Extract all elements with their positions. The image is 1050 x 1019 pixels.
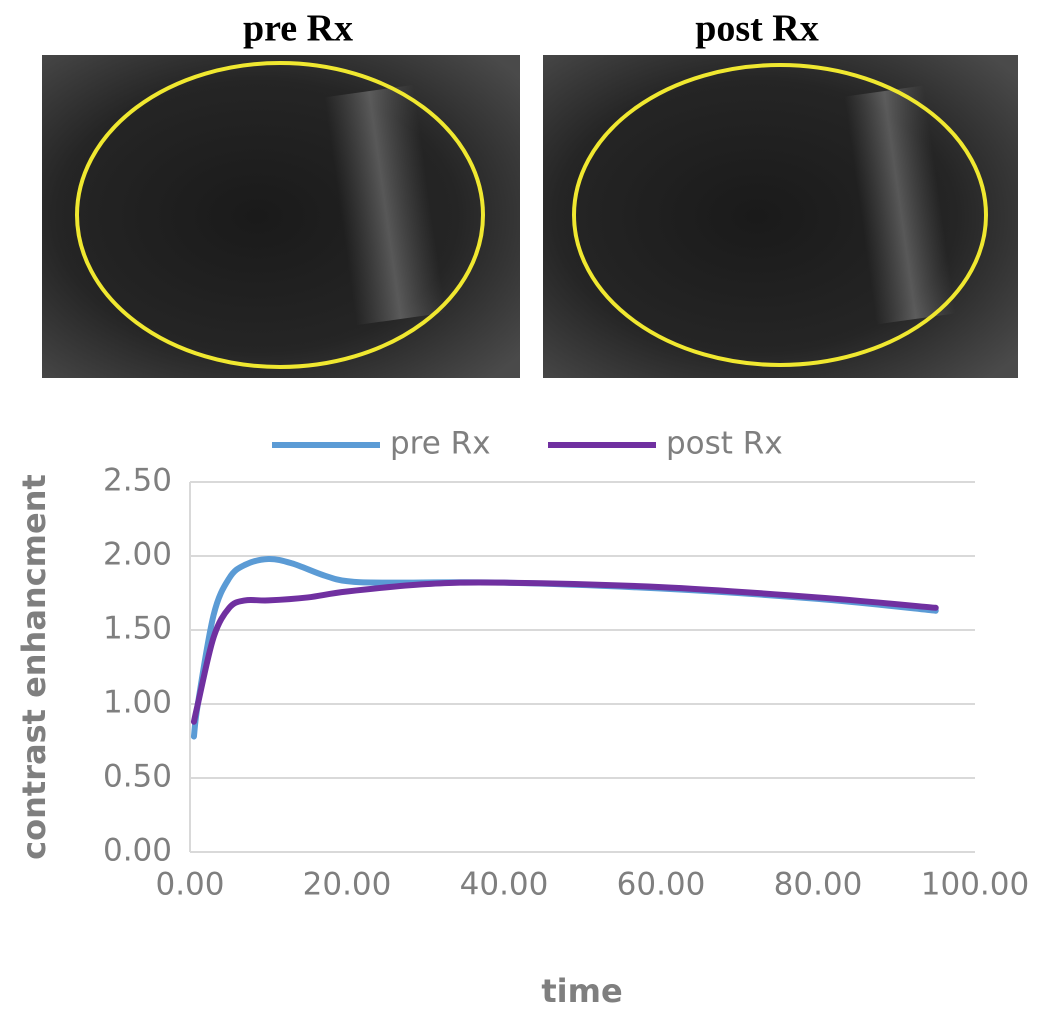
y-tick-label: 2.50 xyxy=(103,463,172,499)
x-tick-label: 60.00 xyxy=(617,867,706,903)
ultrasound-image xyxy=(42,55,520,378)
legend-label: post Rx xyxy=(666,426,783,462)
tissue-streak xyxy=(324,84,446,326)
x-axis-title: time xyxy=(541,972,622,1010)
x-tick-label: 40.00 xyxy=(460,867,549,903)
series-line xyxy=(190,579,939,725)
tissue-streak xyxy=(844,85,956,325)
x-tick-label: 100.00 xyxy=(921,867,1029,903)
chart: 0.00 0.50 1.00 1.50 2.00 2.50 0.00 20.00 40.00 60… xyxy=(15,426,1029,1011)
panel-title: post Rx xyxy=(695,8,819,50)
y-tick-label: 1.50 xyxy=(103,611,172,647)
ultrasound-image xyxy=(543,55,1018,378)
panel-title: pre Rx xyxy=(243,8,353,50)
image-panel: post Rx xyxy=(543,8,1018,378)
x-tick-label: 0.00 xyxy=(155,867,224,903)
y-tick-label: 0.00 xyxy=(103,833,172,869)
image-panel: pre Rx xyxy=(42,8,520,378)
y-tick-label: 0.50 xyxy=(103,759,172,795)
x-tick-label: 80.00 xyxy=(774,867,863,903)
y-tick-label: 2.00 xyxy=(103,537,172,573)
x-tick-label: 20.00 xyxy=(303,867,392,903)
roi-ellipse xyxy=(572,63,988,367)
roi-ellipse xyxy=(75,61,485,369)
legend-label: pre Rx xyxy=(390,426,491,462)
y-tick-label: 1.00 xyxy=(103,685,172,721)
y-axis-title: contrast enhancment xyxy=(15,474,53,860)
